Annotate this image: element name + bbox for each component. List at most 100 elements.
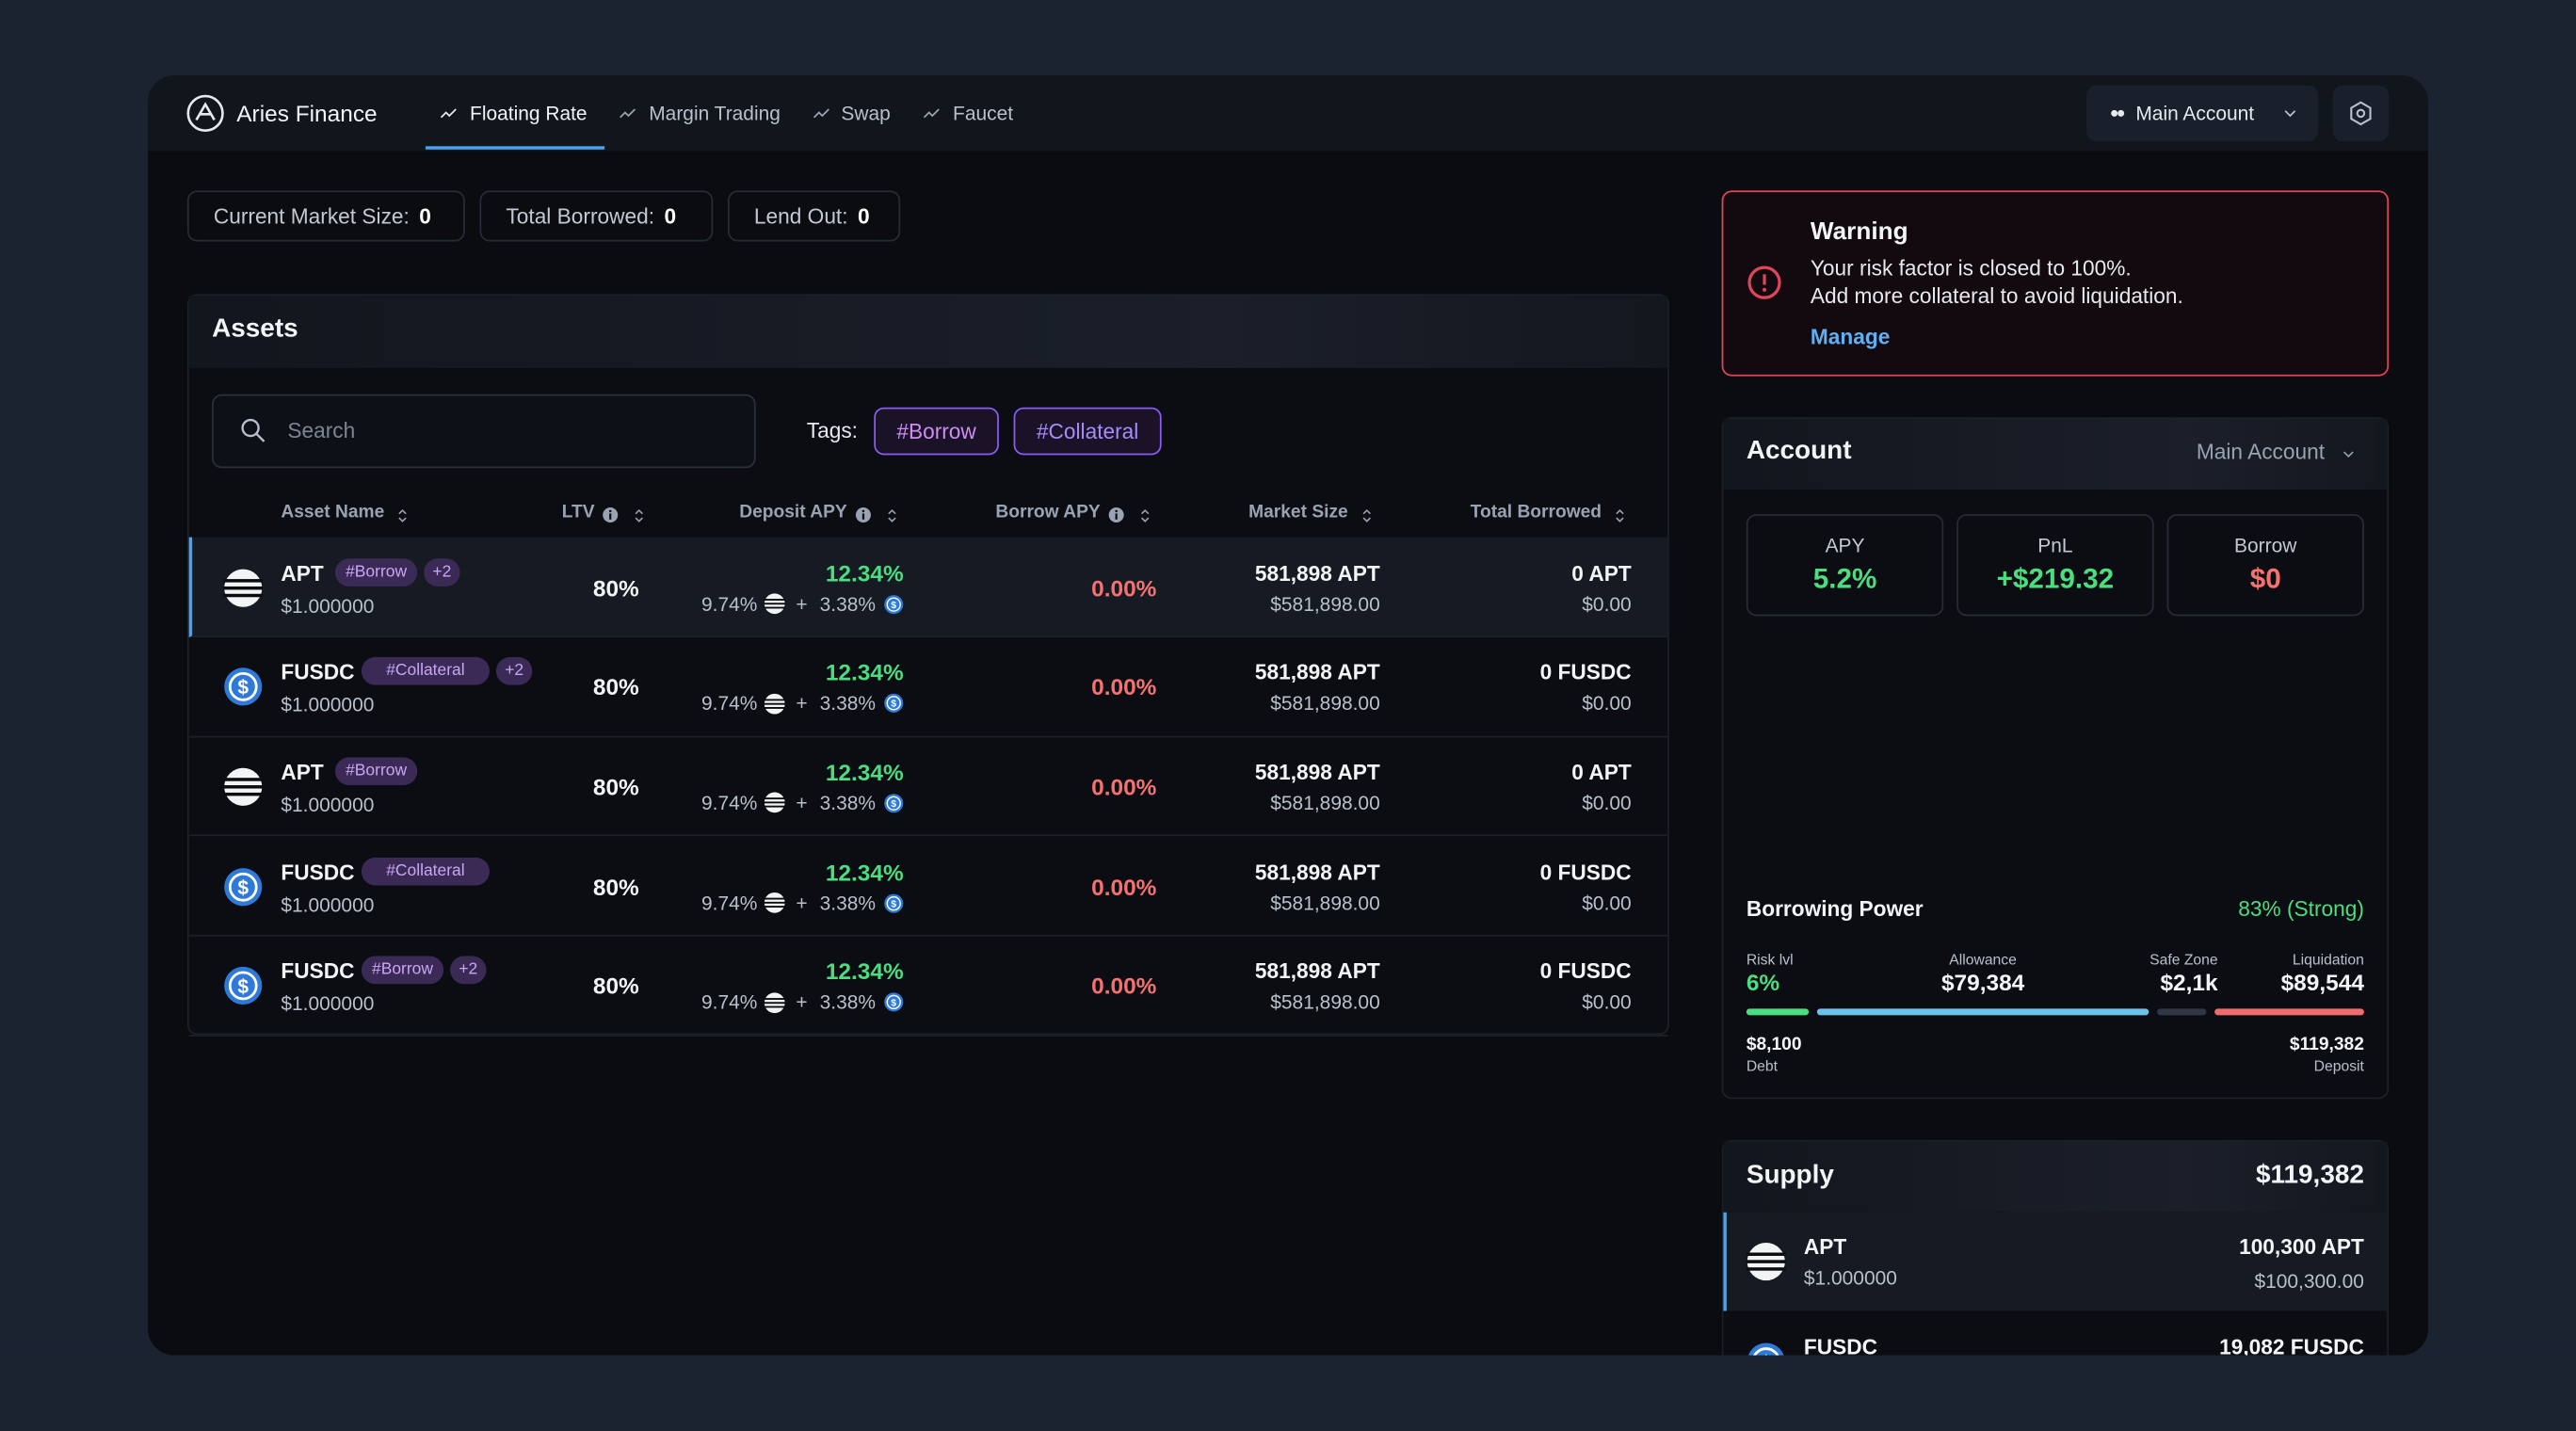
- info-dot: [861, 508, 864, 512]
- asset-row[interactable]: [188, 537, 1668, 638]
- asset-tag: #Collateral: [361, 857, 490, 885]
- tag-filter[interactable]: #Collateral: [1013, 407, 1162, 456]
- fusdc-icon-svg: $: [884, 794, 904, 813]
- nav-icon: [439, 104, 459, 123]
- stat-value: 0: [419, 203, 431, 229]
- tag-filter-label[interactable]: #Collateral: [1036, 418, 1139, 444]
- tag-filter-label[interactable]: #Borrow: [896, 418, 976, 444]
- risk-bar-segment: [1746, 1008, 1810, 1016]
- base-apy: 9.74%: [701, 592, 758, 616]
- ltv: 80%: [592, 973, 639, 1000]
- page-background-bottom: [0, 1355, 2576, 1431]
- column-header[interactable]: LTV: [561, 502, 595, 523]
- warning-icon: [1747, 265, 1782, 300]
- fusdc-sign: $: [237, 976, 249, 998]
- base-apy: 9.74%: [701, 891, 758, 915]
- metric-label: Allowance: [1949, 951, 2017, 968]
- asset-row[interactable]: [188, 836, 1668, 937]
- warning-link[interactable]: Manage: [1810, 324, 1891, 349]
- nav-item[interactable]: Faucet: [953, 102, 1014, 125]
- asset-row[interactable]: [188, 736, 1668, 837]
- nav-glyph: [923, 108, 940, 119]
- nav-item[interactable]: Margin Trading: [649, 102, 781, 125]
- apt-icon: [763, 892, 785, 914]
- deposit-apy: 12.34%: [825, 659, 904, 685]
- ltv: 80%: [592, 773, 639, 800]
- ltv: 80%: [592, 873, 639, 900]
- sort-icon: [1136, 505, 1152, 523]
- asset-row[interactable]: [188, 936, 1668, 1037]
- apt-stripe: [223, 784, 264, 789]
- fusdc-sign: $: [891, 899, 896, 909]
- info-icon: [853, 504, 871, 523]
- fusdc-ring: [228, 972, 258, 1001]
- info-icon-svg: [855, 506, 871, 523]
- account-selector[interactable]: Main Account: [2196, 439, 2326, 464]
- asset-name: APT: [281, 560, 324, 586]
- asset-tag-label: +2: [432, 562, 452, 581]
- column-header[interactable]: Borrow APY: [995, 502, 1101, 523]
- sort-icon: [1612, 505, 1628, 523]
- fusdc-ring: [228, 872, 258, 901]
- gear-hex: [2350, 101, 2372, 126]
- tag-filter[interactable]: #Borrow: [874, 407, 999, 456]
- apt-icon-svg: [223, 767, 264, 806]
- metric-label: Safe Zone: [2149, 951, 2218, 968]
- column-header[interactable]: Asset Name: [281, 502, 385, 523]
- reward-apy: 3.38%: [819, 791, 877, 815]
- brand-logo: [185, 93, 225, 133]
- fusdc-ring: [886, 696, 901, 711]
- debt-value: $8,100: [1746, 1035, 1802, 1055]
- asset-price: $1.000000: [281, 593, 375, 618]
- fusdc-icon: $: [884, 694, 904, 714]
- fusdc-icon: $: [884, 892, 904, 913]
- fusdc-ring: [886, 995, 901, 1010]
- nav-item[interactable]: Swap: [841, 102, 891, 125]
- asset-name: FUSDC: [281, 958, 355, 984]
- debt-label: Debt: [1746, 1057, 1779, 1075]
- column-header[interactable]: Total Borrowed: [1470, 502, 1602, 523]
- total-borrowed: 0 APT: [1571, 759, 1632, 784]
- sort-icon-svg: [1362, 508, 1371, 523]
- chevron-path: [2343, 450, 2353, 458]
- plus-sign: +: [796, 691, 808, 716]
- risk-bar-segment: [1816, 1008, 2149, 1016]
- settings-button[interactable]: [2332, 85, 2390, 142]
- fusdc-icon: $: [223, 867, 263, 907]
- reward-apy: 3.38%: [819, 691, 877, 716]
- supply-total: $119,382: [2255, 1161, 2364, 1190]
- apt-icon: [223, 767, 264, 807]
- column-header[interactable]: Deposit APY: [739, 502, 847, 523]
- warning-text: Add more collateral to avoid liquidation…: [1810, 282, 2183, 309]
- metric-value: $79,384: [1940, 969, 2025, 996]
- apt-stripe: [763, 802, 785, 805]
- deposit-label: Deposit: [2313, 1057, 2364, 1075]
- apt-stripe: [763, 706, 785, 709]
- apt-icon-svg: [763, 693, 785, 715]
- asset-row[interactable]: [188, 636, 1668, 737]
- metric-label: Risk lvl: [1746, 951, 1794, 968]
- borrow-apy: 0.00%: [1091, 573, 1157, 601]
- asset-tag: +2: [495, 657, 533, 685]
- fusdc-icon: $: [884, 992, 904, 1012]
- nav-item[interactable]: Floating Rate: [470, 102, 588, 125]
- risk-bar-segment: [2157, 1008, 2207, 1016]
- account-button-label[interactable]: Main Account: [2135, 102, 2255, 125]
- market-size: 581,898 APT: [1254, 759, 1380, 784]
- search-box[interactable]: [212, 394, 756, 469]
- column-header[interactable]: Market Size: [1248, 502, 1348, 523]
- deposit-apy: 12.34%: [825, 957, 904, 985]
- supply-row[interactable]: [1723, 1212, 2388, 1311]
- nav-underline: [425, 146, 605, 150]
- account-button[interactable]: [2086, 85, 2319, 142]
- market-size-usd: $581,898.00: [1270, 592, 1380, 616]
- total-borrowed: 0 FUSDC: [1539, 859, 1632, 884]
- ltv: 80%: [592, 573, 639, 601]
- fusdc-icon-svg: $: [884, 992, 904, 1012]
- asset-tag-label: #Collateral: [386, 861, 465, 880]
- info-bar: [608, 512, 611, 519]
- nav-icon-svg: [813, 108, 829, 119]
- account-stat-label: APY: [1825, 534, 1865, 557]
- nav-glyph: [620, 108, 636, 119]
- chevron-svg: [2284, 110, 2296, 118]
